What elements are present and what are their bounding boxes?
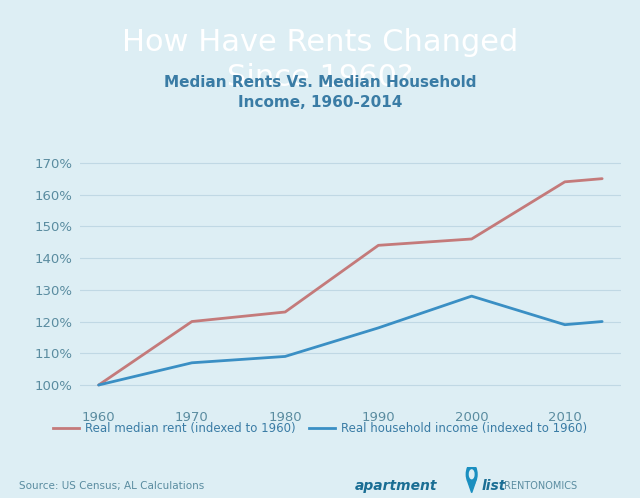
Text: list: list xyxy=(481,479,506,493)
Circle shape xyxy=(467,464,477,485)
Text: How Have Rents Changed
Since 1960?: How Have Rents Changed Since 1960? xyxy=(122,28,518,92)
Text: apartment: apartment xyxy=(355,479,438,493)
Legend: Real median rent (indexed to 1960), Real household income (indexed to 1960): Real median rent (indexed to 1960), Real… xyxy=(48,417,592,440)
Text: Median Rents Vs. Median Household
Income, 1960-2014: Median Rents Vs. Median Household Income… xyxy=(164,75,476,110)
Text: Source: US Census; AL Calculations: Source: US Census; AL Calculations xyxy=(19,481,204,491)
Text: RENTONOMICS: RENTONOMICS xyxy=(504,481,577,491)
Polygon shape xyxy=(468,483,476,493)
Circle shape xyxy=(469,470,474,479)
